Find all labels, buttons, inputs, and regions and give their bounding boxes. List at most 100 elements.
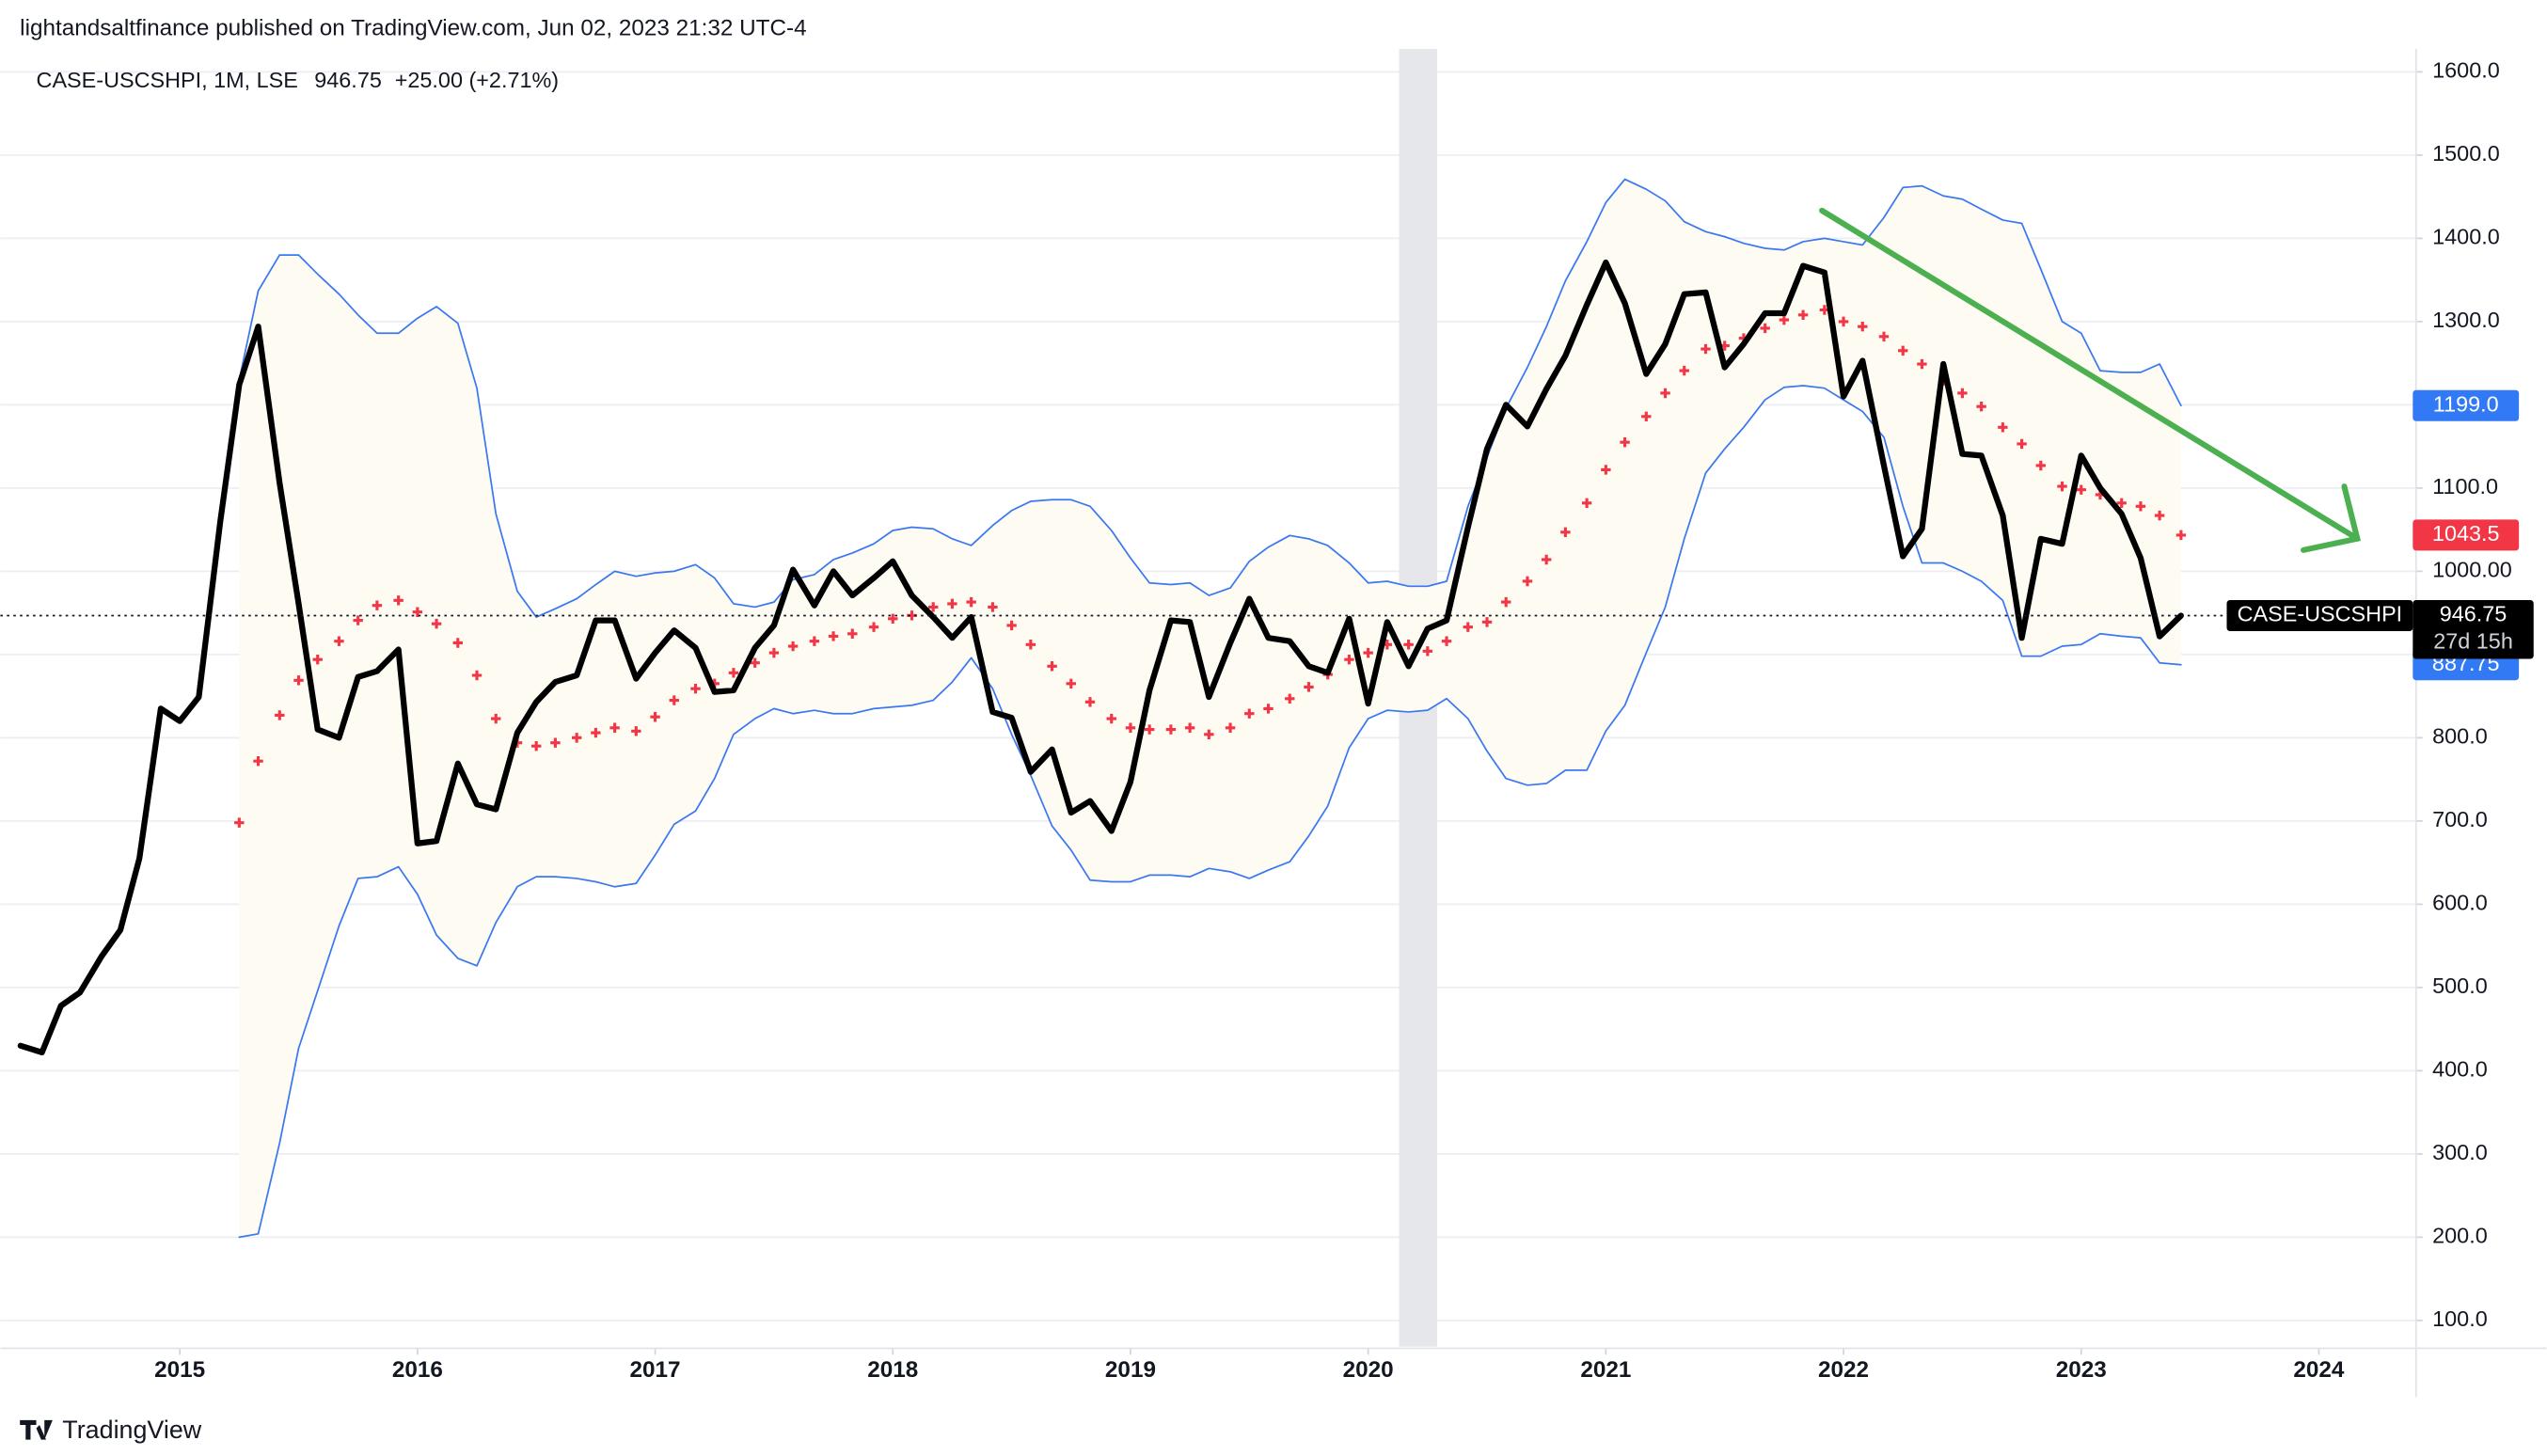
- cross-marker: [1917, 358, 1927, 370]
- trend-arrow: [1819, 207, 2362, 553]
- x-tick-label: 2022: [1818, 1357, 1869, 1383]
- cross-marker: [1285, 693, 1295, 704]
- cross-marker: [550, 737, 561, 748]
- cross-marker: [1878, 331, 1890, 342]
- cross-marker: [1463, 622, 1473, 632]
- y-tick-label: 1000.00: [2432, 558, 2512, 582]
- price-box: [2413, 600, 2534, 659]
- cross-marker: [412, 607, 423, 617]
- x-tick-label: 2018: [867, 1357, 918, 1383]
- cross-marker: [1344, 654, 1354, 665]
- cross-marker: [1779, 314, 1790, 325]
- cross-marker: [1144, 724, 1155, 735]
- legend: CASE-USCSHPI, 1M, LSE 946.75 +25.00 (+2.71…: [37, 68, 560, 92]
- cross-marker: [393, 595, 403, 606]
- cross-marker: [1701, 343, 1711, 355]
- cross-marker: [1225, 722, 1236, 733]
- cross-marker: [809, 636, 820, 646]
- cross-marker: [1422, 646, 1433, 657]
- cross-marker: [888, 613, 898, 625]
- countdown-label: 27d 15h: [2433, 628, 2513, 653]
- last-value-label: 1199.0: [2433, 391, 2499, 416]
- cross-marker: [1106, 713, 1116, 724]
- cross-marker: [1084, 697, 1096, 707]
- cross-marker: [750, 657, 760, 668]
- cross-marker: [1760, 323, 1770, 334]
- cross-marker: [431, 618, 442, 629]
- cross-marker: [1660, 388, 1670, 399]
- cross-marker: [372, 600, 383, 610]
- cross-marker: [334, 636, 344, 646]
- cross-marker: [1441, 636, 1452, 646]
- y-tick-label: 1400.0: [2432, 225, 2500, 249]
- y-tick-label: 1600.0: [2432, 58, 2500, 83]
- last-value-box: [2413, 519, 2520, 551]
- cross-marker: [1976, 401, 1986, 412]
- cross-marker: [1581, 498, 1592, 509]
- last-value-label: 1043.5: [2432, 521, 2500, 546]
- y-tick-label: 800.0: [2432, 724, 2488, 749]
- cross-marker: [312, 654, 323, 665]
- cross-marker: [768, 647, 780, 658]
- cross-marker: [1204, 729, 1214, 740]
- cross-marker: [1858, 321, 1868, 332]
- cross-marker: [947, 598, 957, 609]
- cross-marker: [1047, 661, 1057, 672]
- y-tick-label: 1300.0: [2432, 308, 2500, 332]
- cross-marker: [1501, 596, 1511, 608]
- y-tick-label: 200.0: [2432, 1224, 2488, 1248]
- cross-marker: [275, 710, 285, 720]
- cross-marker: [591, 727, 601, 738]
- marks-layer: [0, 178, 2227, 1239]
- background-layer: [0, 49, 2423, 1355]
- cross-marker: [787, 641, 799, 652]
- cross-marker: [1263, 704, 1274, 714]
- series-line: [17, 259, 2185, 1056]
- cross-marker: [1620, 437, 1630, 448]
- brand-name: TradingView: [62, 1416, 201, 1444]
- cross-marker: [2175, 530, 2187, 541]
- cross-marker: [1304, 682, 1314, 692]
- last-value-box: [2413, 389, 2520, 421]
- cross-marker: [728, 668, 739, 678]
- cross-marker: [353, 615, 363, 625]
- logo-icon: [20, 1419, 53, 1440]
- price-label: 946.75: [2440, 602, 2507, 626]
- y-tick-label: 700.0: [2432, 807, 2488, 831]
- cross-marker: [1006, 620, 1017, 631]
- x-tick-label: 2021: [1580, 1357, 1631, 1383]
- cross-marker: [234, 817, 245, 828]
- cross-marker: [690, 683, 701, 694]
- cross-marker: [2017, 438, 2027, 450]
- cross-marker: [1025, 640, 1036, 650]
- cross-marker: [1066, 678, 1076, 689]
- x-tick-label: 2019: [1105, 1357, 1156, 1383]
- x-tick-label: 2024: [2293, 1357, 2345, 1383]
- y-tick-label: 1100.0: [2432, 474, 2498, 499]
- cross-marker: [988, 602, 998, 612]
- cross-marker: [1184, 722, 1195, 733]
- cross-marker: [966, 596, 976, 608]
- cross-marker: [1601, 465, 1611, 475]
- y-tick-label: 500.0: [2432, 973, 2488, 998]
- cross-marker: [1403, 640, 1414, 650]
- cross-marker: [1898, 345, 1908, 356]
- cross-marker: [1679, 365, 1689, 376]
- cross-marker: [2057, 481, 2067, 492]
- axis-labels-layer: 100.0 200.0 300.0 400.0 500.0 600.0 700.0 800.0…: [154, 58, 2534, 1383]
- cross-marker: [609, 722, 620, 733]
- cross-marker: [293, 675, 304, 686]
- cross-marker: [1641, 411, 1652, 421]
- publish-header: lightandsaltfinance published on Trading…: [20, 16, 806, 41]
- band-fill: [239, 179, 2181, 1238]
- cross-marker: [1957, 388, 1968, 399]
- brand-logo: TradingView: [20, 1416, 202, 1444]
- symbol-box: [2226, 600, 2413, 631]
- cross-marker: [2135, 501, 2146, 512]
- cross-marker: [928, 602, 939, 612]
- cross-marker: [1165, 724, 1177, 735]
- cross-marker: [1998, 422, 2008, 433]
- cross-marker: [1560, 527, 1571, 537]
- cross-marker: [868, 622, 879, 632]
- cross-marker: [1481, 617, 1493, 627]
